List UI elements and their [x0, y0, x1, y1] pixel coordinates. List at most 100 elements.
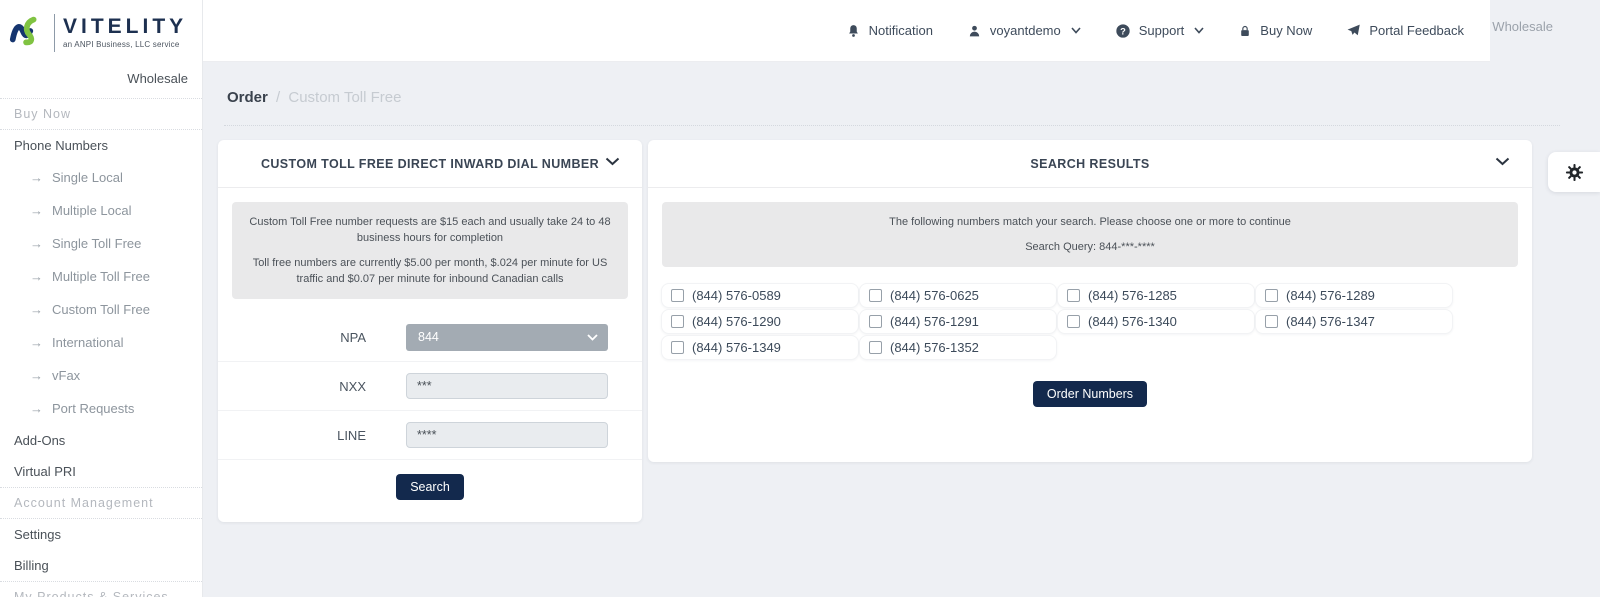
number-option[interactable]: (844) 576-1291 [859, 309, 1057, 334]
number-label: (844) 576-1285 [1088, 288, 1177, 303]
brand-logo[interactable]: VITELITY an ANPI Business, LLC service [0, 0, 202, 67]
search-button[interactable]: Search [396, 474, 464, 500]
panel-header: SEARCH RESULTS [648, 140, 1532, 188]
gear-icon [1565, 163, 1583, 181]
sidebar-item-settings[interactable]: Settings [14, 527, 61, 542]
sidebar-divider [0, 98, 202, 99]
arrow-icon: → [30, 170, 43, 185]
sidebar-item-virtual-pri[interactable]: Virtual PRI [14, 464, 76, 479]
number-label: (844) 576-1290 [692, 314, 781, 329]
user-menu[interactable]: voyantdemo [967, 23, 1081, 39]
panel-header: CUSTOM TOLL FREE DIRECT INWARD DIAL NUMB… [218, 140, 642, 188]
sidebar-item-international[interactable]: → International [0, 326, 202, 359]
sidebar-section-account-management: Account Management [14, 496, 154, 510]
sidebar-section-my-products-services: My Products & Services [14, 590, 169, 597]
svg-text:?: ? [1120, 26, 1126, 36]
number-checkbox[interactable] [1265, 315, 1278, 328]
sidebar-item-phone-numbers[interactable]: Phone Numbers [14, 138, 108, 153]
number-checkbox[interactable] [671, 341, 684, 354]
sidebar-item-port-requests[interactable]: → Port Requests [0, 392, 202, 425]
nxx-row: NXX [218, 362, 642, 411]
number-checkbox[interactable] [1067, 315, 1080, 328]
numbers-grid: (844) 576-0589 (844) 576-0625 (844) 576-… [661, 283, 1532, 361]
breadcrumb-section[interactable]: Order [227, 89, 268, 106]
order-numbers-button[interactable]: Order Numbers [1032, 381, 1148, 407]
support-menu[interactable]: ? Support [1115, 23, 1205, 39]
number-option[interactable]: (844) 576-1285 [1057, 283, 1255, 308]
number-checkbox[interactable] [869, 341, 882, 354]
arrow-icon: → [30, 269, 43, 284]
number-option[interactable]: (844) 576-1352 [859, 335, 1057, 360]
breadcrumb-separator: / [276, 89, 281, 106]
number-option[interactable]: (844) 576-1349 [661, 335, 859, 360]
sidebar-item-multiple-toll-free[interactable]: → Multiple Toll Free [0, 260, 202, 293]
sidebar-item-wholesale[interactable]: Wholesale [127, 71, 188, 86]
npa-selected-value: 844 [418, 330, 439, 344]
sidebar-item-label: Single Local [52, 170, 123, 185]
number-option[interactable]: (844) 576-0625 [859, 283, 1057, 308]
sidebar-item-label: Custom Toll Free [52, 302, 151, 317]
sidebar-divider [0, 129, 202, 130]
sidebar-divider [0, 581, 202, 582]
pricing-info-line-1: Custom Toll Free number requests are $15… [249, 216, 611, 244]
number-label: (844) 576-1349 [692, 340, 781, 355]
sidebar-item-custom-toll-free[interactable]: → Custom Toll Free [0, 293, 202, 326]
results-info-line: The following numbers match your search.… [889, 216, 1291, 228]
number-checkbox[interactable] [1067, 289, 1080, 302]
arrow-icon: → [30, 236, 43, 251]
number-option[interactable]: (844) 576-1289 [1255, 283, 1453, 308]
bell-icon [848, 24, 858, 37]
sidebar-item-single-toll-free[interactable]: → Single Toll Free [0, 227, 202, 260]
number-checkbox[interactable] [671, 315, 684, 328]
number-checkbox[interactable] [869, 289, 882, 302]
number-label: (844) 576-1340 [1088, 314, 1177, 329]
nxx-input[interactable] [406, 373, 608, 399]
sidebar-item-label: Single Toll Free [52, 236, 142, 251]
line-row: LINE [218, 411, 642, 460]
number-option[interactable]: (844) 576-1340 [1057, 309, 1255, 334]
arrow-icon: → [30, 368, 43, 383]
collapse-chevron-icon[interactable] [605, 157, 620, 166]
top-navbar: Notification voyantdemo ? Support [203, 0, 1490, 62]
question-circle-icon: ? [1116, 23, 1130, 38]
sidebar-item-multiple-local[interactable]: → Multiple Local [0, 194, 202, 227]
number-checkbox[interactable] [1265, 289, 1278, 302]
number-option[interactable]: (844) 576-1290 [661, 309, 859, 334]
nxx-label: NXX [339, 378, 366, 394]
collapse-chevron-icon[interactable] [1495, 157, 1510, 166]
number-label: (844) 576-0589 [692, 288, 781, 303]
search-results-panel: SEARCH RESULTS The following numbers mat… [648, 140, 1532, 462]
corner-wholesale-label: Wholesale [1492, 19, 1553, 34]
chevron-down-icon [1071, 27, 1081, 34]
npa-select[interactable]: 844 [406, 323, 608, 351]
sidebar-item-single-local[interactable]: → Single Local [0, 161, 202, 194]
sidebar-item-billing[interactable]: Billing [14, 558, 49, 573]
notification-menu[interactable]: Notification [846, 23, 933, 39]
sidebar-item-add-ons[interactable]: Add-Ons [14, 433, 66, 448]
number-label: (844) 576-1352 [890, 340, 979, 355]
number-checkbox[interactable] [869, 315, 882, 328]
portal-feedback-link[interactable]: Portal Feedback [1346, 23, 1464, 38]
number-label: (844) 576-1347 [1286, 314, 1375, 329]
notification-label: Notification [868, 23, 933, 38]
number-option[interactable]: (844) 576-1347 [1255, 309, 1453, 334]
sidebar-divider [0, 518, 202, 519]
lock-icon [1241, 25, 1250, 36]
sidebar-item-vfax[interactable]: → vFax [0, 359, 202, 392]
brand-text: VITELITY an ANPI Business, LLC service [63, 16, 187, 49]
sidebar-item-label: International [52, 335, 124, 350]
sidebar-section-buy-now: Buy Now [14, 107, 72, 121]
pricing-info-line-2: Toll free numbers are currently $5.00 pe… [252, 257, 608, 285]
npa-row: NPA 844 [218, 313, 642, 362]
arrow-icon: → [30, 335, 43, 350]
buy-now-link[interactable]: Buy Now [1238, 23, 1312, 39]
sidebar-item-label: vFax [52, 368, 81, 383]
user-name: voyantdemo [989, 23, 1061, 38]
brand-tagline: an ANPI Business, LLC service [63, 40, 180, 49]
number-option[interactable]: (844) 576-0589 [661, 283, 859, 308]
line-input[interactable] [406, 422, 608, 448]
brand-name: VITELITY [63, 15, 188, 38]
settings-flyout-tab[interactable] [1548, 152, 1600, 192]
number-checkbox[interactable] [671, 289, 684, 302]
